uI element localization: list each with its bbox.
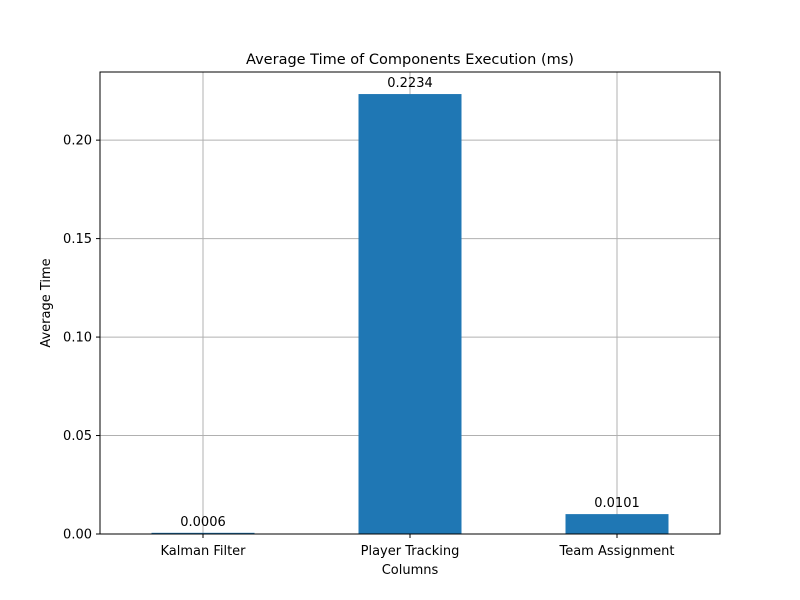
x-axis-ticks: Kalman Filter Player Tracking Team Assignm… [160, 534, 675, 559]
y-tick-label: 0.15 [63, 232, 92, 247]
bar-data-label: 0.0101 [594, 496, 640, 511]
bar-data-label: 0.2234 [387, 76, 433, 91]
bar [151, 532, 255, 534]
y-axis-ticks: 0.00 0.05 0.10 0.15 0.20 [63, 134, 100, 543]
y-axis-label: Average Time [39, 258, 54, 347]
y-tick-label: 0.10 [63, 331, 92, 346]
chart-title: Average Time of Components Execution (ms… [246, 52, 574, 68]
data-labels: 0.0006 0.2234 0.0101 [180, 76, 640, 530]
bars [151, 94, 669, 534]
x-tick-label: Player Tracking [361, 544, 460, 559]
bar [358, 94, 462, 534]
bar-data-label: 0.0006 [180, 515, 226, 530]
x-axis-label: Columns [382, 563, 439, 578]
y-tick-label: 0.00 [63, 528, 92, 543]
bar [565, 514, 669, 534]
y-tick-label: 0.05 [63, 429, 92, 444]
x-tick-label: Team Assignment [558, 544, 674, 559]
y-tick-label: 0.20 [63, 134, 92, 149]
x-tick-label: Kalman Filter [160, 544, 246, 559]
